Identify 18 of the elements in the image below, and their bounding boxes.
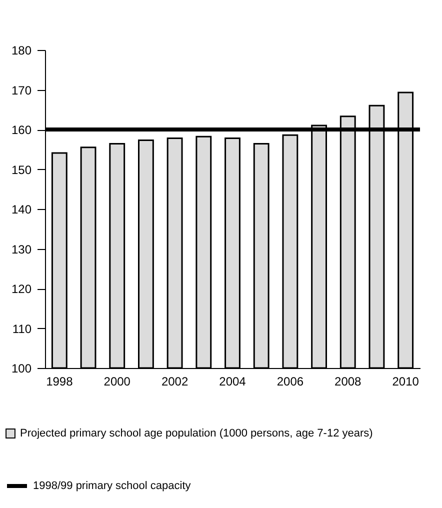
y-tick-label: 110 [12,322,32,336]
y-tick-label: 160 [11,123,32,137]
y-tick-label: 170 [11,83,32,98]
y-tick-label: 120 [11,282,32,296]
legend-label: 1998/99 primary school capacity [33,480,192,492]
x-tick-label: 2010 [392,374,420,388]
x-tick-label: 1998 [46,374,74,388]
y-tick-label: 130 [11,242,32,256]
x-tick-label: 2006 [276,374,304,388]
y-tick-label: 150 [11,162,32,177]
y-tick-label: 140 [11,202,32,216]
y-tick-label: 180 [11,44,32,58]
x-tick-label: 2002 [161,374,188,388]
y-tick-label: 100 [11,362,32,376]
x-tick-label: 2008 [334,374,362,388]
x-tick-label: 2004 [219,374,246,388]
x-tick-label: 2000 [104,374,131,388]
legend-label: Projected primary school age population (1000 persons, age 7-12 years) [20,428,373,440]
